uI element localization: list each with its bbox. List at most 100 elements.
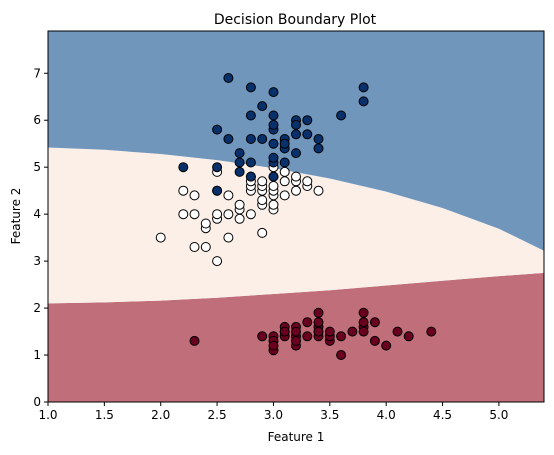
data-point	[279, 190, 290, 201]
x-tick-label: 3.5	[320, 408, 339, 422]
data-point	[245, 82, 256, 93]
region-class-1	[48, 147, 544, 304]
data-point	[178, 162, 189, 173]
data-point	[245, 157, 256, 168]
chart-title: Decision Boundary Plot	[214, 12, 377, 28]
data-point	[268, 340, 279, 351]
x-axis-ticks: 1.0 1.5 2.0 2.5 3.0 3.5 4.0 4.5 5.0	[38, 402, 508, 422]
data-point	[212, 124, 223, 135]
data-points	[155, 73, 437, 360]
data-point	[212, 185, 223, 196]
data-point	[212, 256, 223, 267]
x-tick-label: 2.0	[151, 408, 170, 422]
y-tick-label: 4	[33, 207, 41, 221]
data-point	[212, 162, 223, 173]
data-point	[245, 171, 256, 182]
data-point	[234, 199, 245, 210]
x-tick-label: 2.5	[208, 408, 227, 422]
data-point	[313, 134, 324, 144]
data-point	[268, 110, 279, 121]
data-point	[234, 148, 245, 159]
data-point	[155, 232, 166, 243]
data-point	[313, 185, 324, 196]
data-point	[302, 176, 313, 187]
data-point	[223, 73, 234, 83]
data-point	[189, 242, 200, 252]
y-tick-label: 1	[33, 348, 41, 362]
data-point	[302, 115, 313, 126]
data-point	[381, 340, 392, 351]
data-point	[279, 138, 290, 149]
data-point	[392, 326, 403, 337]
x-axis-label: Feature 1	[268, 430, 325, 444]
data-point	[279, 166, 290, 177]
data-point	[302, 331, 313, 342]
y-axis-label: Feature 2	[9, 188, 23, 245]
data-point	[302, 129, 313, 140]
data-point	[279, 157, 290, 168]
data-point	[189, 335, 200, 346]
data-point	[291, 119, 301, 130]
data-point	[257, 195, 268, 206]
data-point	[347, 326, 358, 337]
data-point	[358, 307, 369, 318]
data-point	[223, 190, 234, 201]
y-axis-ticks: 0 1 2 3 4 5 6 7	[33, 66, 48, 409]
data-point	[223, 209, 234, 220]
data-point	[212, 209, 223, 220]
data-point	[279, 176, 290, 187]
data-point	[268, 181, 279, 191]
data-point	[313, 317, 324, 328]
data-point	[291, 326, 301, 337]
data-point	[200, 218, 211, 229]
data-point	[291, 335, 301, 346]
y-tick-label: 0	[33, 395, 41, 409]
data-point	[403, 331, 414, 342]
y-tick-label: 3	[33, 254, 41, 268]
x-tick-label: 3.0	[264, 408, 283, 422]
data-point	[369, 335, 380, 346]
data-point	[268, 199, 279, 210]
data-point	[257, 227, 268, 238]
data-point	[291, 171, 301, 182]
x-tick-label: 4.0	[377, 408, 396, 422]
data-point	[268, 138, 279, 149]
data-point	[268, 171, 279, 182]
data-point	[257, 176, 268, 187]
data-point	[279, 326, 290, 337]
data-point	[291, 129, 301, 140]
data-point	[358, 326, 369, 337]
data-point	[200, 242, 211, 252]
data-point	[313, 143, 324, 154]
data-point	[189, 209, 200, 220]
data-point	[245, 209, 256, 220]
data-point	[245, 110, 256, 121]
y-tick-label: 5	[33, 160, 41, 174]
y-tick-label: 2	[33, 301, 41, 315]
data-point	[257, 101, 268, 112]
data-point	[223, 134, 234, 144]
data-point	[313, 326, 324, 337]
data-point	[369, 317, 380, 328]
data-point	[257, 134, 268, 144]
data-point	[234, 166, 245, 177]
data-point	[268, 119, 279, 130]
data-point	[268, 152, 279, 163]
x-tick-label: 1.0	[38, 408, 57, 422]
data-point	[358, 96, 369, 107]
data-point	[257, 331, 268, 342]
decision-regions	[48, 31, 544, 402]
y-tick-label: 7	[33, 66, 41, 80]
data-point	[245, 134, 256, 144]
data-point	[324, 326, 335, 337]
y-tick-label: 6	[33, 113, 41, 127]
data-point	[178, 185, 189, 196]
data-point	[426, 326, 437, 337]
data-point	[358, 317, 369, 328]
region-class-2	[48, 31, 544, 251]
data-point	[189, 190, 200, 201]
data-point	[234, 157, 245, 168]
data-point	[223, 232, 234, 243]
x-tick-label: 1.5	[95, 408, 114, 422]
